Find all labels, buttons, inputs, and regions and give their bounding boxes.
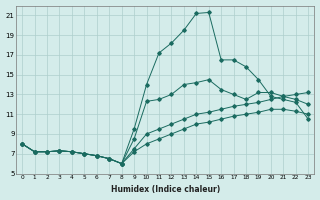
X-axis label: Humidex (Indice chaleur): Humidex (Indice chaleur) xyxy=(111,185,220,194)
